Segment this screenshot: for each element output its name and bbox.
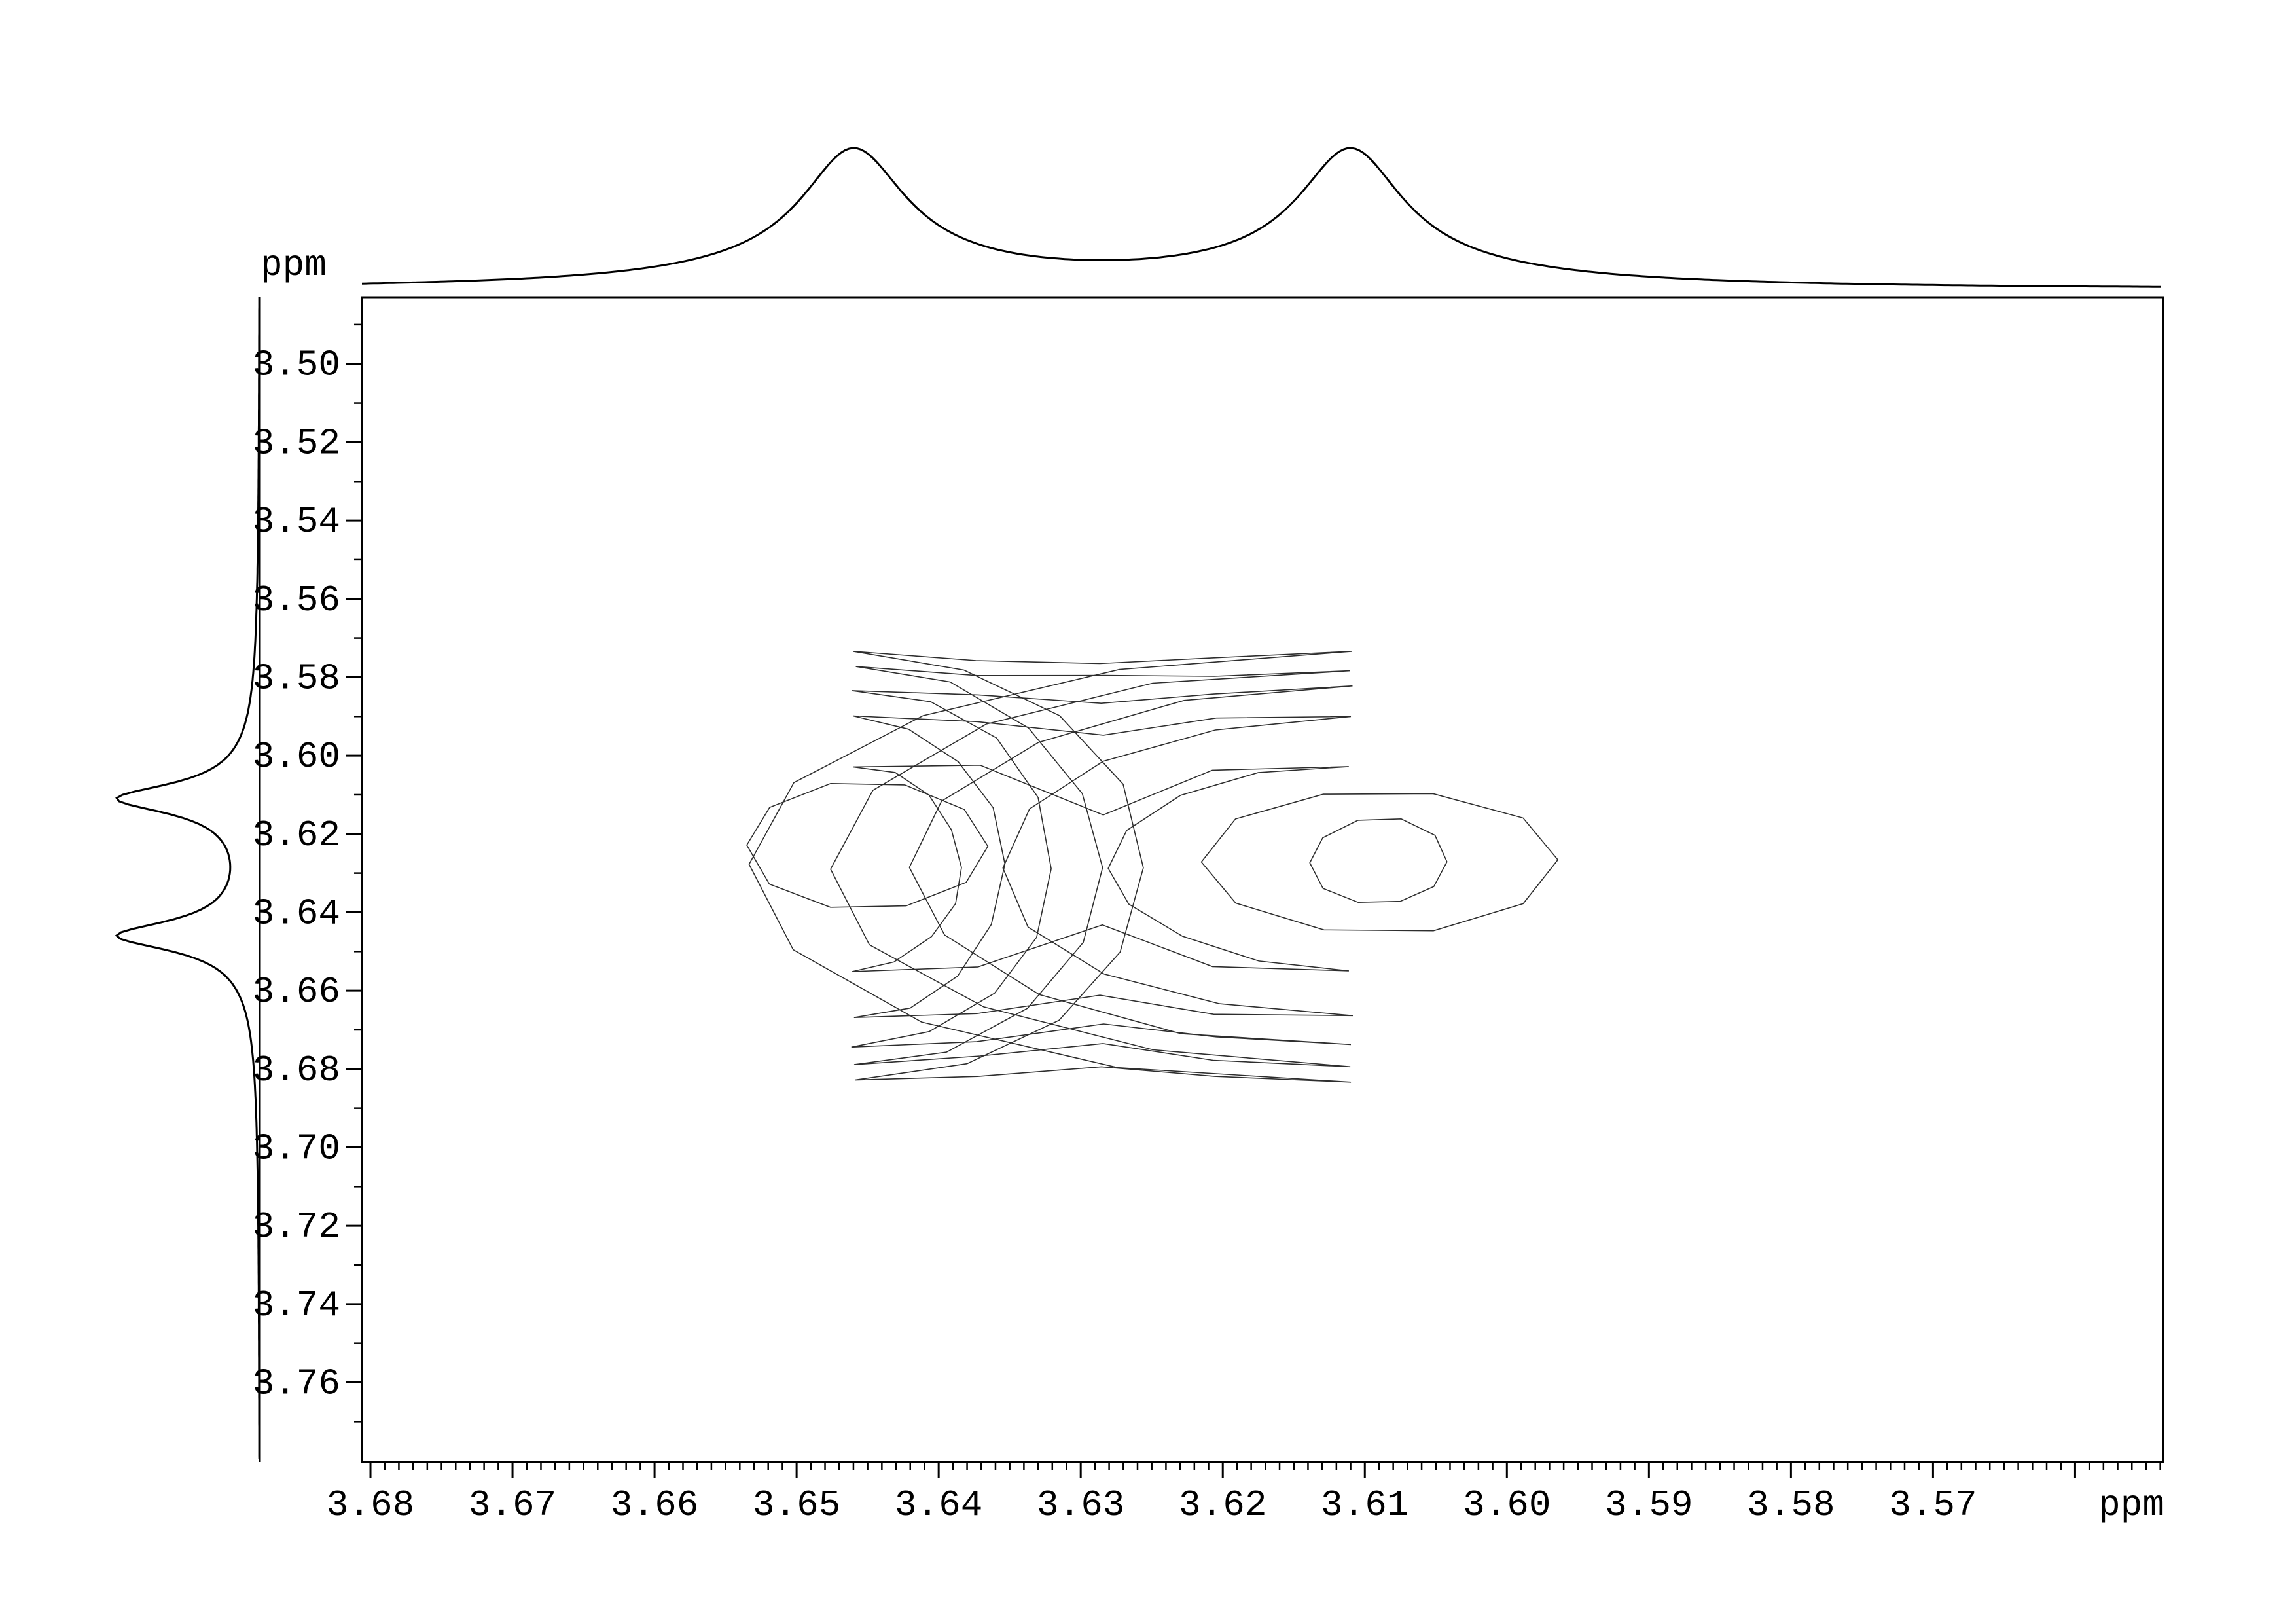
y-axis-tick-label: 3.50 [253, 344, 340, 386]
y-axis-tick-label: 3.62 [253, 814, 340, 856]
x-axis-ticks [369, 1462, 2161, 1478]
y-axis-tick-label: 3.70 [253, 1127, 340, 1169]
x-axis-tick-label: 3.67 [469, 1484, 556, 1526]
left-projection-trace [115, 297, 261, 1462]
x-axis-unit-label: ppm [2098, 1484, 2164, 1526]
y-axis-tick-label: 3.66 [253, 971, 340, 1013]
y-axis-tick-labels: 3.50 3.52 3.54 3.56 3.58 3.60 3.62 3.64 3.66 3.68… [253, 344, 340, 1405]
x-axis-tick-label: 3.65 [753, 1484, 840, 1526]
plot-frame [361, 296, 2164, 1463]
contour-level-5 [852, 764, 1349, 972]
contour-cross-peak [746, 651, 1559, 1083]
y-axis-tick-label: 3.74 [253, 1285, 340, 1326]
y-axis-tick-label: 3.56 [253, 579, 340, 621]
x-axis-tick-label: 3.59 [1605, 1484, 1693, 1526]
contour-inner-ring-1 [746, 782, 989, 908]
x-axis-tick-label: 3.62 [1179, 1484, 1266, 1526]
y-axis-tick-label: 3.72 [253, 1206, 340, 1248]
y-axis-tick-label: 3.58 [253, 657, 340, 699]
top-trace-curve [361, 147, 2161, 288]
y-axis-tick-label: 3.68 [253, 1049, 340, 1091]
x-axis-tick-labels: 3.68 3.67 3.66 3.65 3.64 3.63 3.62 3.61 3.60 3.59… [327, 1484, 1977, 1526]
contour-level-2 [830, 666, 1351, 1068]
y-axis-unit-label: ppm [260, 244, 327, 286]
x-axis-tick-label: 3.66 [611, 1484, 698, 1526]
x-axis-tick-label: 3.57 [1889, 1484, 1977, 1526]
x-axis-tick-label: 3.68 [327, 1484, 414, 1526]
y-axis-tick-label: 3.52 [253, 422, 340, 464]
y-axis-tick-label: 3.60 [253, 736, 340, 778]
contour-inner-ring-3 [1309, 818, 1448, 903]
contour-inner-ring-2 [1200, 793, 1559, 932]
y-axis-tick-label: 3.54 [253, 501, 340, 543]
y-axis-ticks [346, 323, 362, 1423]
x-axis-tick-label: 3.61 [1321, 1484, 1408, 1526]
left-trace-curve [115, 297, 260, 1460]
y-axis-tick-label: 3.76 [253, 1363, 340, 1405]
y-axis-tick-label: 3.64 [253, 892, 340, 934]
contour-level-3 [851, 685, 1353, 1048]
x-axis-tick-label: 3.60 [1463, 1484, 1551, 1526]
x-axis-tick-label: 3.63 [1037, 1484, 1124, 1526]
contour-level-1 [748, 651, 1352, 1083]
x-axis-tick-label: 3.64 [895, 1484, 982, 1526]
plot-frame-rect [361, 296, 2164, 1463]
x-axis-tick-label: 3.58 [1747, 1484, 1835, 1526]
top-projection-trace [361, 147, 2161, 288]
contour-level-4 [853, 715, 1354, 1018]
